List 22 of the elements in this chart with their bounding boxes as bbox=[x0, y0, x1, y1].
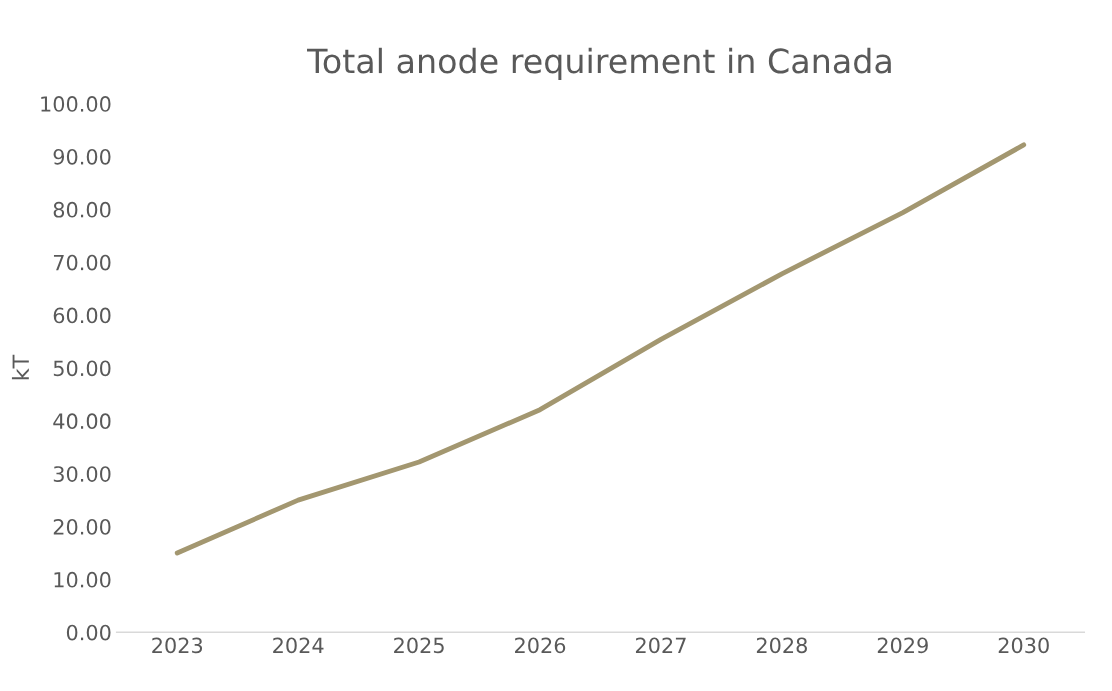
chart-title: Total anode requirement in Canada bbox=[307, 47, 891, 81]
y-tick-label: 30.00 bbox=[53, 466, 111, 482]
x-tick-label: 2028 bbox=[756, 637, 807, 654]
y-tick-label: 0.00 bbox=[66, 624, 111, 641]
line-series bbox=[174, 142, 1027, 556]
y-tick-label: 100.00 bbox=[41, 96, 111, 112]
y-tick-label: 50.00 bbox=[53, 360, 111, 377]
x-tick-label: 2026 bbox=[515, 637, 566, 654]
x-tick-label: 2025 bbox=[394, 637, 444, 654]
y-tick-label: 70.00 bbox=[53, 254, 111, 271]
y-tick-label: 80.00 bbox=[53, 201, 111, 218]
y-tick-label: 10.00 bbox=[54, 571, 111, 588]
x-tick-label: 2024 bbox=[273, 637, 324, 654]
y-tick-label: 20.00 bbox=[53, 518, 111, 535]
y-tick-label: 40.00 bbox=[53, 413, 111, 430]
x-tick-label: 2029 bbox=[877, 637, 928, 654]
x-tick-label: 2023 bbox=[152, 637, 203, 654]
y-axis-title: kT bbox=[11, 354, 29, 380]
x-tick-label: 2027 bbox=[635, 637, 686, 654]
x-tick-label: 2030 bbox=[998, 637, 1049, 654]
y-tick-label: 90.00 bbox=[53, 148, 111, 165]
y-tick-label: 60.00 bbox=[53, 307, 111, 324]
